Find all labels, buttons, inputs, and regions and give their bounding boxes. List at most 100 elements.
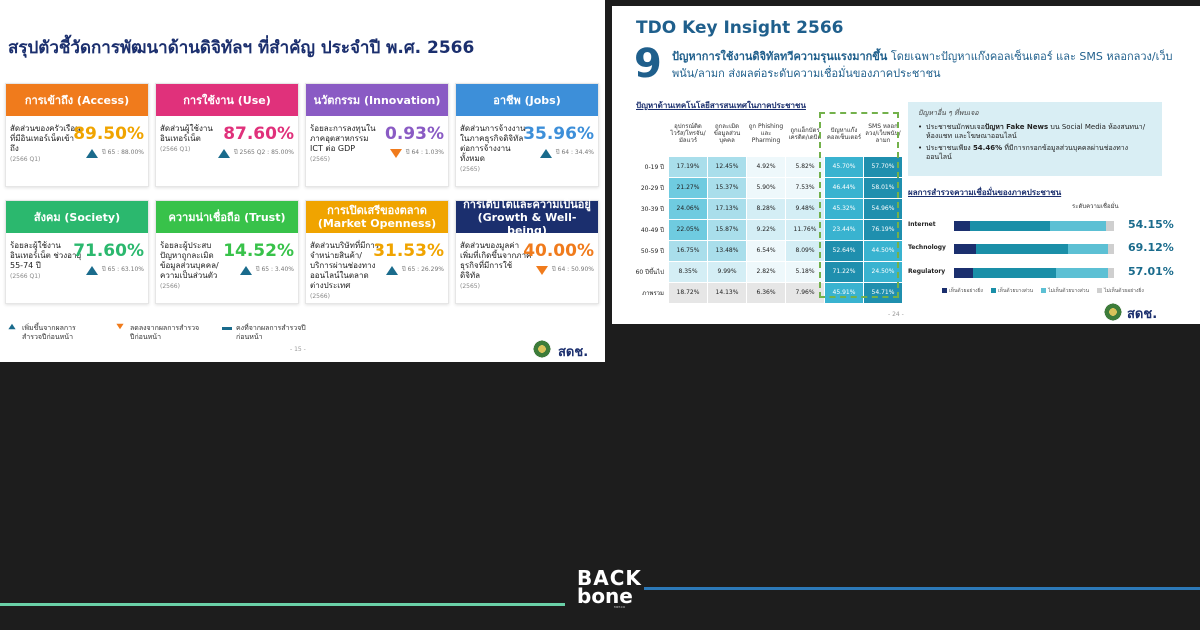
card-description: ร้อยละผู้ใช้งานอินเทอร์เน็ต ช่วงอายุ 55-… xyxy=(10,241,82,282)
bar-legend-item: เห็นด้วยอย่างยิ่ง xyxy=(942,287,983,295)
headline-bold: ปัญหาการใช้งานดิจิทัลทวีความรุนแรงมากขึ้… xyxy=(672,50,888,63)
table-cell: 21.27% xyxy=(668,176,708,199)
up-triangle-icon xyxy=(539,149,552,158)
card-description-text: สัดส่วนบริษัทที่มีการจำหน่ายสินค้า/บริกา… xyxy=(310,241,380,290)
indicator-card: การเข้าถึง (Access) สัดส่วนของครัวเรือนที… xyxy=(5,83,149,187)
up-triangle-icon xyxy=(239,266,252,275)
card-year: (2565) xyxy=(460,283,480,290)
bullet1-pre: ประชาชนมักพบเจอ xyxy=(926,123,985,131)
headline-rest: โดยเฉพาะปัญหาแก๊งคอลเซ็นเตอร์ และ SMS หล… xyxy=(672,50,1173,80)
legend-label: ไม่เห็นด้วยบางส่วน xyxy=(1048,288,1089,294)
indicator-card: อาชีพ (Jobs) สัดส่วนการจ้างงานในภาคธุรกิจ… xyxy=(455,83,599,187)
card-title: การเติบโตและความเป็นอยู่ (Growth & Well-… xyxy=(456,198,598,237)
bar-segment xyxy=(973,268,1057,278)
bar-segment xyxy=(1056,268,1108,278)
table-cell: 12.45% xyxy=(707,155,747,178)
up-triangle-icon xyxy=(85,149,98,158)
card-description-text: ร้อยละผู้ใช้งานอินเทอร์เน็ต ช่วงอายุ 55-… xyxy=(10,241,82,270)
card-value: 0.93% xyxy=(385,124,444,144)
bar-segment xyxy=(1106,221,1114,231)
card-previous: ปี 65 : 63.10% xyxy=(85,266,144,275)
card-body: สัดส่วนการจ้างงานในภาคธุรกิจดิจิทัลต่อกา… xyxy=(456,116,598,188)
bar-legend: เห็นด้วยอย่างยิ่ง เห็นด้วยบางส่วน ไม่เห็นด… xyxy=(942,287,1144,295)
onde-logo-text: สดช. xyxy=(558,345,589,360)
card-body: สัดส่วนผู้ใช้งานอินเทอร์เน็ต (2566 Q1) 87.… xyxy=(156,116,298,188)
indicator-card: การเปิดเสรีของตลาด (Market Openness) สัดส… xyxy=(305,200,449,304)
up-triangle-icon xyxy=(8,323,16,330)
table-row: 30-39 ปี 24.06% 17.13% 8.28% 9.48% 45.32% 54.9… xyxy=(626,197,903,220)
bar-segment xyxy=(1050,221,1106,231)
confidence-bar-row: Technology 69.12% xyxy=(908,241,1198,255)
insight-headline: ปัญหาการใช้งานดิจิทัลทวีความรุนแรงมากขึ้… xyxy=(672,48,1182,82)
legend-same-label: คงที่จากผลการสำรวจปีก่อนหน้า xyxy=(236,324,306,341)
table-cell: 6.54% xyxy=(746,239,786,262)
table-cell: 45.32% xyxy=(824,197,864,220)
bullet1-bold: ปัญหา Fake News xyxy=(984,123,1049,131)
card-body: ร้อยละผู้ใช้งานอินเทอร์เน็ต ช่วงอายุ 55-… xyxy=(6,233,148,305)
table-row: ภาพรวม 18.72% 14.13% 6.36% 7.96% 45.91% 54.71% xyxy=(626,281,903,304)
card-previous: ปี 64 : 34.4% xyxy=(539,149,594,158)
row-label: ภาพรวม xyxy=(626,281,669,304)
bar-segment xyxy=(976,244,1068,254)
row-label: 20-29 ปี xyxy=(626,176,669,199)
up-triangle-icon xyxy=(385,266,398,275)
table-corner xyxy=(626,112,669,156)
legend-up: เพิ่มขึ้นจากผลการสำรวจปีก่อนหน้า xyxy=(6,323,92,342)
legend-swatch xyxy=(1097,288,1102,293)
table-cell: 4.92% xyxy=(746,155,786,178)
legend-label: เห็นด้วยบางส่วน xyxy=(997,288,1034,294)
card-body: สัดส่วนของครัวเรือนที่มีอินเทอร์เน็ตเข้า… xyxy=(6,116,148,188)
card-value: 31.53% xyxy=(373,241,444,261)
card-body: ร้อยละผู้ประสบปัญหาถูกละเมิดข้อมูลส่วนบุ… xyxy=(156,233,298,305)
indicator-card: ความน่าเชื่อถือ (Trust) ร้อยละผู้ประสบปัญ… xyxy=(155,200,299,304)
card-description: สัดส่วนของมูลค่าเพิ่มที่เกิดขึ้นจากภาคธุ… xyxy=(460,241,532,292)
card-value: 71.60% xyxy=(73,241,144,261)
legend-swatch xyxy=(942,288,947,293)
insight-title: TDO Key Insight 2566 xyxy=(636,18,844,38)
card-previous-text: ปี 65 : 88.00% xyxy=(101,149,144,156)
legend-up-label: เพิ่มขึ้นจากผลการสำรวจปีก่อนหน้า xyxy=(22,324,76,341)
card-title: การใช้งาน (Use) xyxy=(156,84,298,116)
trend-legend: เพิ่มขึ้นจากผลการสำรวจปีก่อนหน้า ลดลงจาก… xyxy=(6,323,306,342)
card-value: 40.00% xyxy=(523,241,594,261)
table-cell: 22.05% xyxy=(668,218,708,241)
table-cell: 24.50% xyxy=(863,260,903,283)
table-cell: 46.44% xyxy=(824,176,864,199)
table-cell: 17.19% xyxy=(668,155,708,178)
card-description: สัดส่วนการจ้างงานในภาคธุรกิจดิจิทัลต่อกา… xyxy=(460,124,532,175)
bullet2-post: ที่มีการกรอกข้อมูลส่วนบุคคลผ่านช่องทางออ… xyxy=(926,144,1129,161)
indicator-card: การใช้งาน (Use) สัดส่วนผู้ใช้งานอินเทอร์เ… xyxy=(155,83,299,187)
page-number: - 24 - xyxy=(888,311,904,318)
bar-segment xyxy=(1067,244,1108,254)
card-value: 14.52% xyxy=(223,241,294,261)
column-header: ปัญหาแก๊งคอลเซ็นเตอร์ xyxy=(824,112,864,156)
bar-track xyxy=(954,268,1114,278)
bar-segment xyxy=(954,221,970,231)
card-year: (2565) xyxy=(310,156,330,163)
table-cell: 8.28% xyxy=(746,197,786,220)
card-previous-text: ปี 65 : 26.29% xyxy=(401,266,444,273)
table-cell: 15.87% xyxy=(707,218,747,241)
bar-track xyxy=(954,221,1114,231)
card-year: (2566) xyxy=(160,283,180,290)
card-previous-text: ปี 64 : 1.03% xyxy=(405,149,444,156)
ministry-logo-icon xyxy=(533,340,551,358)
brand-tag: MKT.CO xyxy=(614,605,626,609)
card-previous-text: ปี 64 : 34.4% xyxy=(555,149,594,156)
table-cell: 2.82% xyxy=(746,260,786,283)
brand-logo-back: BACK xyxy=(577,566,642,590)
card-year: (2566 Q1) xyxy=(160,146,191,153)
survey-title: ผลการสำรวจความเชื่อมั่นของภาคประชาชน xyxy=(908,188,1062,197)
card-description-text: ร้อยละการลงทุนในภาคอุตสาหกรรม ICT ต่อ GD… xyxy=(310,124,376,153)
table-cell: 9.99% xyxy=(707,260,747,283)
bar-label: Internet xyxy=(908,221,936,228)
row-label: 40-49 ปี xyxy=(626,218,669,241)
card-description: สัดส่วนบริษัทที่มีการจำหน่ายสินค้า/บริกา… xyxy=(310,241,382,302)
bar-track xyxy=(954,244,1114,254)
table-cell: 76.19% xyxy=(863,218,903,241)
other-problems-header: ปัญหาอื่น ๆ ที่พบเจอ xyxy=(918,109,979,117)
bar-legend-item: เห็นด้วยบางส่วน xyxy=(990,287,1034,295)
table-cell: 7.96% xyxy=(785,281,825,304)
table-cell: 54.96% xyxy=(863,197,903,220)
row-label: 0-19 ปี xyxy=(626,155,669,178)
